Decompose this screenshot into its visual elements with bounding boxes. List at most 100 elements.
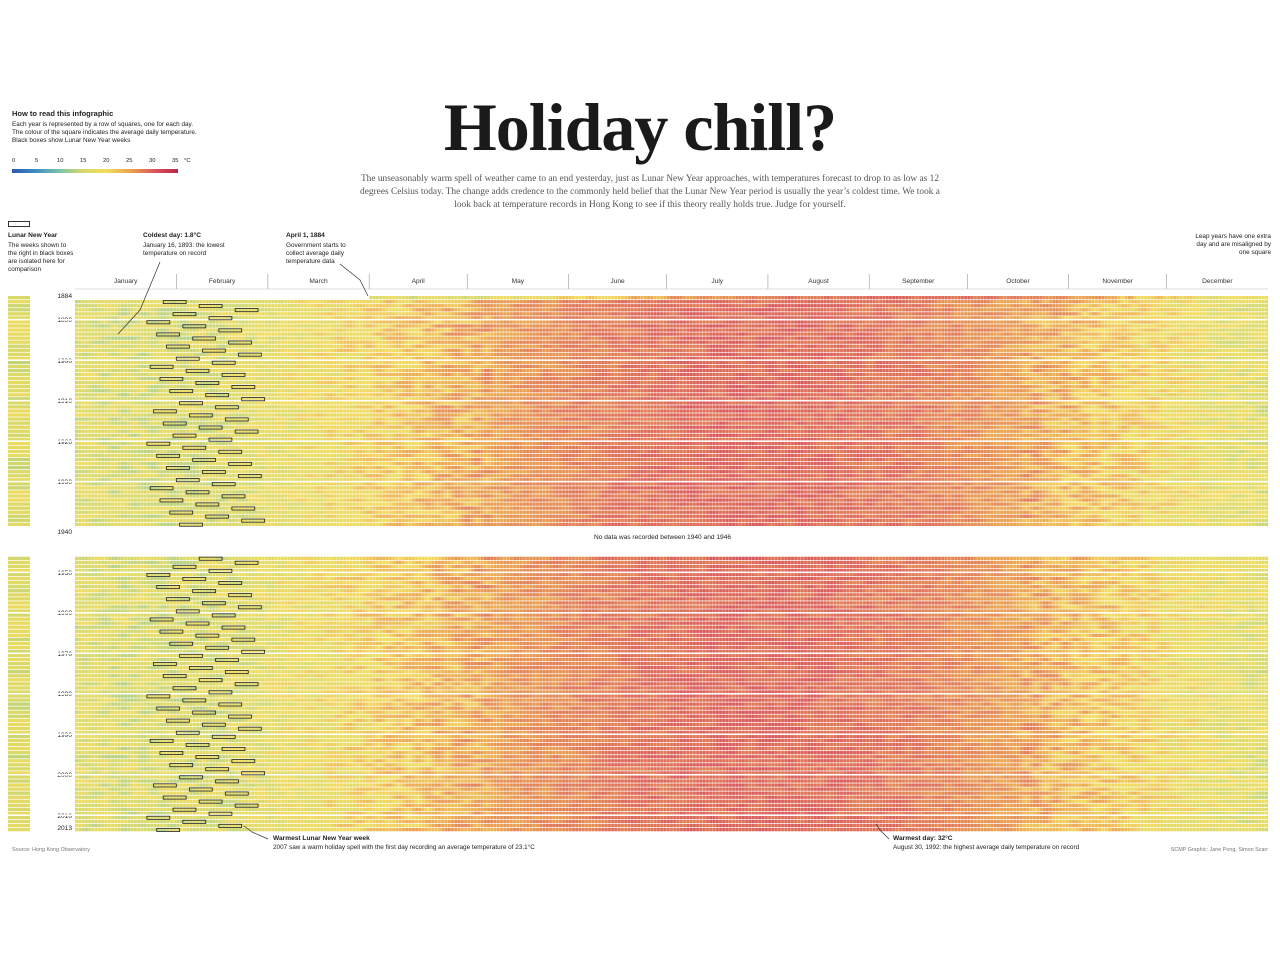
lunar-new-year-strip: [8, 694, 30, 698]
year-row: [75, 767, 1268, 771]
lunar-new-year-strip: [8, 328, 30, 332]
lunar-new-year-box: [218, 702, 243, 707]
month-label: January: [113, 278, 138, 285]
year-row: [75, 308, 1268, 312]
lunar-new-year-box: [208, 568, 233, 573]
lunar-new-year-box: [234, 560, 259, 565]
month-label: April: [411, 278, 425, 285]
lunar-new-year-strip: [8, 417, 30, 421]
lunar-new-year-strip: [8, 670, 30, 674]
lunar-new-year-box: [192, 457, 216, 462]
year-row: [75, 486, 1268, 490]
decade-separator: [8, 480, 1268, 483]
lunar-new-year-box: [234, 682, 259, 687]
month-label: June: [610, 278, 625, 285]
scale-tick: 25: [126, 158, 133, 164]
lunar-new-year-strip: [8, 625, 30, 629]
year-row: [75, 453, 1268, 458]
year-label: 1900: [57, 357, 72, 365]
lunar-new-year-strip: [8, 409, 30, 413]
lunar-new-year-box: [241, 397, 265, 402]
lunar-new-year-strip: [8, 368, 30, 373]
year-row: [75, 621, 1268, 625]
year-row: [75, 763, 1268, 767]
lunar-new-year-strip: [8, 506, 30, 510]
year-row: [75, 336, 1268, 340]
year-row: [75, 690, 1268, 694]
lunar-new-year-box: [211, 613, 236, 618]
month-label: December: [1202, 278, 1233, 285]
year-row: [75, 572, 1268, 577]
lunar-new-year-box: [156, 585, 180, 590]
warmest-lny-title: Warmest Lunar New Year week: [273, 835, 370, 842]
year-row: [75, 449, 1268, 454]
lunar-new-year-note-title: Lunar New Year: [8, 232, 58, 239]
year-label: 1940: [57, 528, 72, 536]
lunar-new-year-strip: [8, 397, 30, 401]
lunar-new-year-strip: [8, 690, 30, 694]
year-row: [75, 775, 1268, 779]
year-row: [75, 506, 1268, 510]
lunar-new-year-strip: [8, 819, 30, 824]
lunar-new-year-box: [192, 710, 216, 715]
lunar-new-year-strip: [8, 645, 30, 650]
lunar-new-year-strip: [8, 449, 30, 454]
lunar-new-year-box: [172, 564, 197, 569]
year-row: [75, 585, 1268, 589]
source-note: Source: Hong Kong Observatory: [12, 847, 90, 853]
lunar-new-year-strip: [8, 795, 30, 799]
lunar-new-year-strip: [8, 678, 30, 682]
lunar-new-year-strip: [8, 376, 30, 381]
year-row: [75, 811, 1268, 816]
lunar-new-year-box: [179, 775, 203, 780]
year-row: [75, 641, 1268, 646]
year-row: [75, 441, 1268, 446]
lunar-new-year-strip: [8, 807, 30, 812]
year-label: 1950: [57, 569, 72, 577]
year-row: [75, 461, 1268, 466]
lunar-new-year-strip: [8, 799, 30, 803]
lunar-new-year-strip: [8, 389, 30, 393]
year-row: [75, 702, 1268, 706]
lunar-new-year-box: [192, 336, 216, 341]
lunar-new-year-box: [221, 746, 246, 751]
lunar-new-year-strip: [8, 726, 30, 731]
lunar-new-year-strip: [8, 597, 30, 601]
lunar-new-year-box: [205, 393, 230, 398]
lunar-new-year-strip: [8, 767, 30, 771]
year-row: [75, 718, 1268, 722]
year-label: 1910: [57, 398, 72, 406]
lunar-new-year-box: [188, 666, 213, 670]
lunar-new-year-strip: [8, 514, 30, 518]
year-row: [75, 694, 1268, 698]
lunar-new-year-box: [159, 751, 184, 755]
day-grid: [77, 296, 1266, 832]
lunar-new-year-strip: [8, 482, 30, 486]
year-row: [75, 783, 1268, 787]
lunar-new-year-box: [179, 522, 203, 527]
lunar-new-year-box-icon: [8, 221, 30, 227]
lunar-new-year-strip: [8, 308, 30, 312]
year-row: [75, 779, 1268, 783]
intro-text: The unseasonably warm spell of weather c…: [360, 174, 940, 210]
decade-separator: [8, 612, 1268, 614]
lunar-new-year-strip: [8, 661, 30, 666]
lunar-new-year-box: [221, 372, 246, 377]
lunar-new-year-box: [234, 429, 259, 434]
lunar-new-year-box: [149, 486, 174, 491]
decade-separator: [8, 440, 1268, 442]
year-row: [75, 381, 1268, 385]
lunar-new-year-strip: [8, 783, 30, 787]
year-row: [75, 581, 1268, 585]
lunar-new-year-strip: [8, 803, 30, 807]
lunar-new-year-strip: [8, 815, 30, 820]
lunar-new-year-box: [153, 783, 177, 788]
year-row: [75, 474, 1268, 478]
lunar-new-year-strip: [8, 372, 30, 377]
lunar-new-year-strip: [8, 827, 30, 832]
lunar-new-year-box: [195, 633, 220, 638]
year-label: 1890: [57, 317, 72, 325]
year-row: [75, 617, 1268, 621]
year-row: [75, 356, 1268, 361]
year-row: [75, 686, 1268, 690]
